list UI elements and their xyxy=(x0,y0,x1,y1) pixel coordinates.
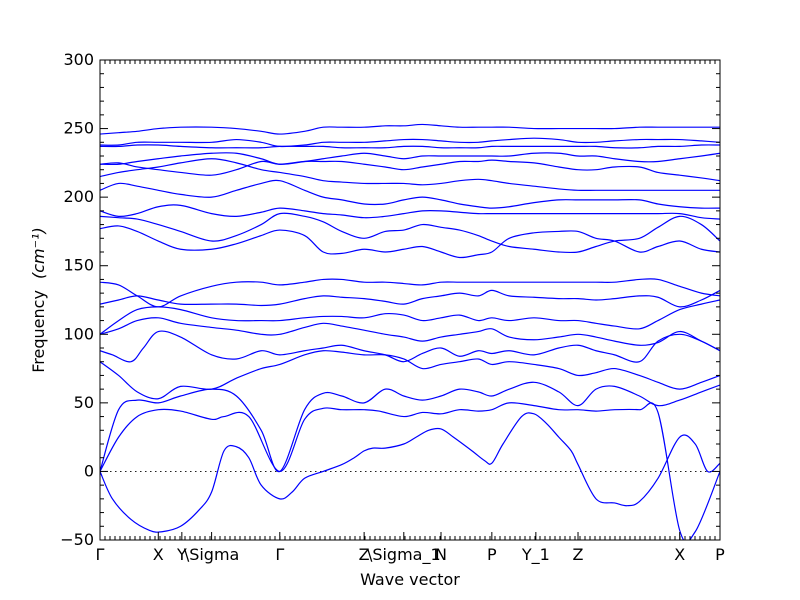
plot-frame xyxy=(99,59,721,541)
band-line-10 xyxy=(100,225,720,259)
x-tick-label: Γ xyxy=(275,545,284,564)
band-line-18 xyxy=(100,137,720,148)
y-axis-label-unit: (cm⁻¹) xyxy=(29,227,48,279)
y-tick-label: 0 xyxy=(84,461,94,480)
x-tick-label: N xyxy=(435,545,447,564)
band-line-6 xyxy=(100,317,720,352)
band-line-14 xyxy=(100,158,720,191)
y-axis-label-text: Frequency xyxy=(29,290,48,373)
band-line-16 xyxy=(100,152,720,166)
high-symmetry-markers: Γ X Y\Sigma Γ Z\Sigma_1N P Y_1 Z X P xyxy=(96,532,725,565)
band-line-1 xyxy=(100,412,720,533)
y-tick-label: −50 xyxy=(60,530,94,549)
band-line-8 xyxy=(100,289,720,308)
band-line-7 xyxy=(100,299,720,335)
y-tick-label: 100 xyxy=(63,324,94,343)
x-tick-label: X xyxy=(674,545,685,564)
x-tick-label: Γ xyxy=(96,545,105,564)
x-tick-label: Y xyxy=(176,545,187,564)
y-tick-label: 150 xyxy=(63,256,94,275)
x-tick-label: Y_1 xyxy=(521,545,550,565)
x-tick-label: P xyxy=(715,545,725,564)
band-line-13 xyxy=(100,179,720,209)
band-line-17 xyxy=(100,144,720,149)
x-tick-label: P xyxy=(487,545,497,564)
y-tick-label: 250 xyxy=(63,119,94,138)
x-tick-label: X xyxy=(153,545,164,564)
y-tick-label: 300 xyxy=(63,50,94,69)
phonon-bands xyxy=(100,123,720,540)
band-line-19 xyxy=(100,123,720,135)
y-axis-label-group: Frequency (cm⁻¹) xyxy=(29,227,48,372)
x-tick-label: Z xyxy=(359,545,370,564)
band-line-11 xyxy=(100,212,720,254)
x-axis-ticks xyxy=(99,60,721,540)
band-line-5 xyxy=(100,330,720,363)
band-line-15 xyxy=(100,159,720,182)
band-line-2 xyxy=(100,402,720,540)
band-line-3 xyxy=(100,381,720,473)
x-tick-label: \Sigma xyxy=(184,545,240,564)
y-tick-label: 50 xyxy=(74,393,94,412)
y-axis-label: Frequency (cm⁻¹) xyxy=(29,227,48,372)
y-axis-ticks: −50 0 50 100 150 200 250 300 xyxy=(60,50,720,549)
x-axis-label: Wave vector xyxy=(360,570,460,589)
band-line-9 xyxy=(100,278,720,308)
x-tick-label: \Sigma_1 xyxy=(367,545,441,565)
band-line-4 xyxy=(100,350,720,400)
x-tick-label: Z xyxy=(573,545,584,564)
band-line-12 xyxy=(100,204,720,220)
y-tick-label: 200 xyxy=(63,187,94,206)
